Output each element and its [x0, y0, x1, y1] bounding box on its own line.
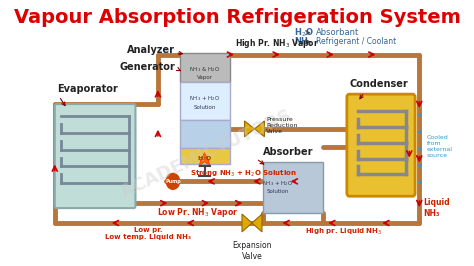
- Text: NH$_3$ + H$_2$O
Solution: NH$_3$ + H$_2$O Solution: [189, 94, 220, 110]
- Text: ACADEMICTUTORS: ACADEMICTUTORS: [118, 106, 295, 201]
- Text: High Pr. NH$_3$ Vapor: High Pr. NH$_3$ Vapor: [235, 36, 319, 49]
- Text: Pressure
Reduction
Valve: Pressure Reduction Valve: [266, 117, 298, 134]
- Circle shape: [166, 173, 180, 189]
- Text: H$_2$O: H$_2$O: [293, 26, 313, 39]
- Polygon shape: [199, 153, 210, 167]
- Text: Expansion
Valve: Expansion Valve: [232, 241, 272, 261]
- FancyBboxPatch shape: [347, 94, 415, 196]
- Text: Strong NH$_3$ + H$_2$O Solution: Strong NH$_3$ + H$_2$O Solution: [190, 169, 297, 179]
- Text: Generator: Generator: [119, 63, 175, 72]
- Text: Absorbant: Absorbant: [316, 28, 359, 37]
- Polygon shape: [255, 121, 264, 137]
- Text: Pump: Pump: [165, 179, 181, 184]
- Text: Cooled
from
external
source: Cooled from external source: [427, 135, 453, 159]
- Text: NH$_3$ & H$_2$O
Vapor: NH$_3$ & H$_2$O Vapor: [189, 65, 220, 80]
- Text: Evaporator: Evaporator: [57, 84, 118, 94]
- FancyBboxPatch shape: [180, 148, 229, 164]
- Text: NH$_3$: NH$_3$: [293, 35, 313, 48]
- Text: Analyzer: Analyzer: [128, 44, 175, 55]
- FancyBboxPatch shape: [180, 120, 229, 148]
- Text: NH$_3$ + H$_2$O
Solution: NH$_3$ + H$_2$O Solution: [262, 179, 293, 194]
- Text: Condenser: Condenser: [349, 79, 408, 89]
- Text: High pr. Liquid NH$_3$: High pr. Liquid NH$_3$: [305, 227, 382, 237]
- FancyBboxPatch shape: [180, 52, 229, 82]
- Text: Low Pr. NH$_3$ Vapor: Low Pr. NH$_3$ Vapor: [157, 206, 238, 219]
- Text: Liquid
NH₃: Liquid NH₃: [423, 198, 450, 218]
- Text: Absorber: Absorber: [263, 147, 313, 157]
- Text: Vapour Absorption Refrigeration System: Vapour Absorption Refrigeration System: [14, 8, 460, 27]
- FancyBboxPatch shape: [263, 161, 323, 213]
- FancyBboxPatch shape: [55, 104, 136, 208]
- Polygon shape: [245, 121, 255, 137]
- Polygon shape: [252, 214, 262, 232]
- Text: H$_2$O: H$_2$O: [197, 154, 212, 163]
- Polygon shape: [242, 214, 252, 232]
- Text: Refrigerant / Coolant: Refrigerant / Coolant: [316, 37, 396, 46]
- Text: Low pr.
Low temp. Liquid NH₃: Low pr. Low temp. Liquid NH₃: [105, 227, 191, 240]
- FancyBboxPatch shape: [180, 82, 229, 120]
